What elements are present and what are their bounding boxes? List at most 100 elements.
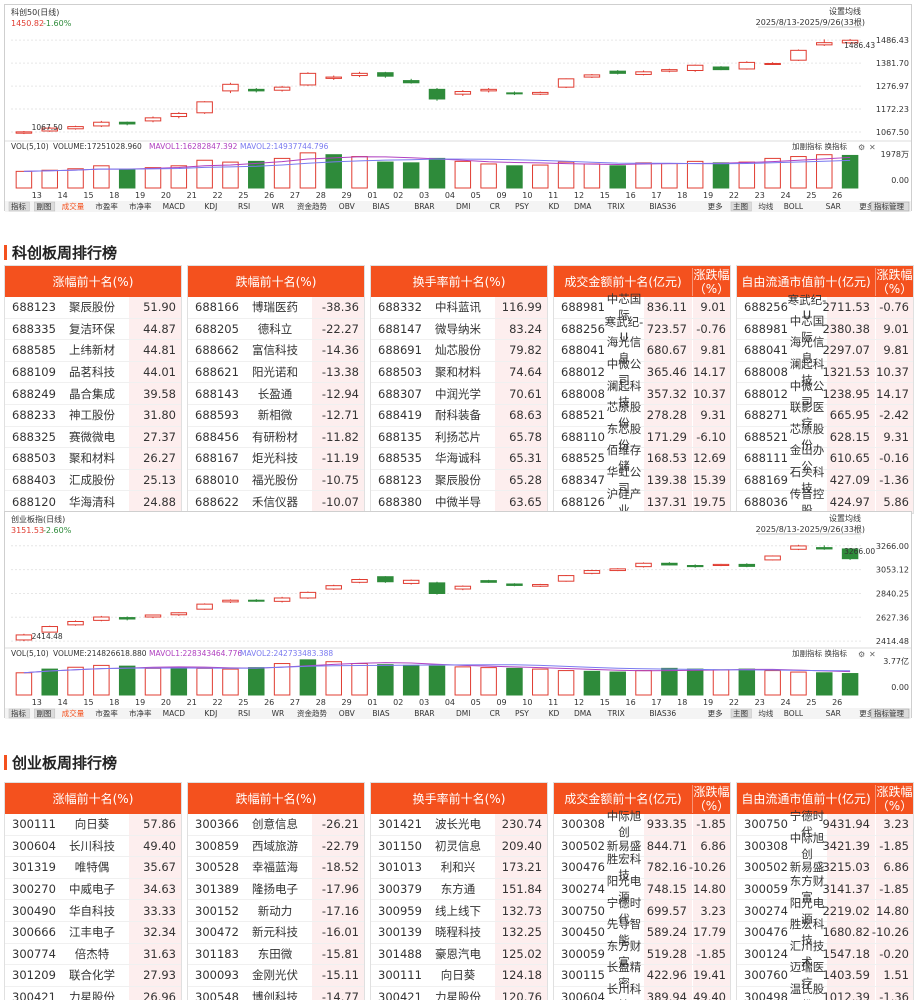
table-row[interactable]: 300959 线上线下 132.73 [371,900,547,922]
table-row[interactable]: 300152 新动力 -17.16 [188,900,364,922]
candle-body[interactable] [144,117,162,122]
table-row[interactable]: 688256 寒武纪-U 2711.53 -0.76 [737,293,913,322]
candle-body[interactable] [93,616,110,621]
table-row[interactable]: 300750 宁德时代 9431.94 3.23 [737,809,913,839]
table-row[interactable]: 300502 新易盛 3215.03 6.86 [737,857,913,879]
table-row[interactable]: 688166 博瑞医药 -38.36 [188,297,364,319]
table-row[interactable]: 688593 新相微 -12.71 [188,404,364,427]
candle-body[interactable] [557,78,575,88]
candle-body[interactable] [273,86,291,91]
table-row[interactable]: 688307 中润光学 70.61 [371,383,547,405]
table-row[interactable]: 300760 迈瑞医疗 1403.59 1.51 [737,960,913,990]
candle-body[interactable] [222,83,239,92]
candle-body[interactable] [583,74,601,78]
table-row[interactable]: 688010 福光股份 -10.75 [188,469,364,492]
table-row[interactable]: 301488 豪恩汽电 125.02 [371,943,547,966]
candle-body[interactable] [67,620,84,626]
table-row[interactable]: 688123 聚辰股份 65.28 [371,469,547,492]
candle-body[interactable] [248,599,265,602]
toolbar-item[interactable]: 市盈率 [95,201,118,211]
vol-indicator-links[interactable]: 加副指标 换指标 [792,141,847,151]
candle-body[interactable] [144,614,162,618]
candle-body[interactable] [686,64,704,72]
table-row[interactable]: 300750 宁德时代 699.57 3.23 [554,896,730,926]
toolbar-item[interactable]: 指标 [11,201,26,211]
gear-icon[interactable]: ⚙ [858,650,865,659]
toolbar-item[interactable]: 副图 [36,709,51,718]
table-row[interactable]: 688981 中芯国际 836.11 9.01 [554,292,730,322]
table-row[interactable]: 688126 沪硅产业 137.31 19.75 [554,487,730,517]
toolbar-item[interactable]: SAR [826,709,841,718]
candle-body[interactable] [222,599,239,603]
candle-body[interactable] [299,591,317,599]
toolbar-item[interactable]: TRIX [607,709,625,718]
candle-body[interactable] [325,76,342,79]
table-row[interactable]: 300528 幸福蓝海 -18.52 [188,857,364,879]
toolbar-item[interactable]: WR [272,202,285,211]
toolbar-item[interactable]: BOLL [784,709,804,718]
toolbar-item[interactable]: OBV [339,709,356,718]
table-row[interactable]: 688347 华虹公司 139.38 15.39 [554,465,730,495]
candle-body[interactable] [609,568,626,572]
table-row[interactable]: 300270 中威电子 34.63 [5,878,181,901]
table-row[interactable]: 688249 晶合集成 39.58 [5,383,181,405]
candle-body[interactable] [170,112,188,118]
candle-body[interactable] [532,91,549,95]
table-row[interactable]: 688981 中芯国际 2380.38 9.01 [737,314,913,344]
toolbar-item[interactable]: 指标 [11,708,26,718]
candle-body[interactable] [428,88,446,100]
table-row[interactable]: 688525 佰维存储 168.53 12.69 [554,443,730,473]
table-row[interactable]: 688621 阳光诺和 -13.38 [188,361,364,384]
toolbar-item[interactable]: 更多 [708,201,723,211]
candle-body[interactable] [351,579,368,583]
toolbar-item[interactable]: 副图 [36,202,51,211]
table-row[interactable]: 300774 倍杰特 31.63 [5,943,181,966]
toolbar-item[interactable]: 资金趋势 [297,708,327,718]
candle-body[interactable] [325,585,342,590]
table-row[interactable]: 300059 东方财富 3141.37 -1.85 [737,874,913,904]
toolbar-item[interactable]: WR [272,709,285,718]
candle-body[interactable] [41,127,58,132]
toolbar-item[interactable]: RSI [238,709,250,718]
table-row[interactable]: 688585 上纬新材 44.81 [5,340,181,362]
toolbar-item[interactable]: KD [549,202,560,211]
candle-body[interactable] [480,580,497,583]
table-row[interactable]: 688143 长盈通 -12.94 [188,383,364,405]
table-row[interactable]: 688521 芯原股份 628.15 9.31 [737,422,913,452]
candle-body[interactable] [273,597,291,602]
table-row[interactable]: 688120 华海清科 24.88 [5,491,181,513]
table-row[interactable]: 300111 向日葵 124.18 [371,965,547,987]
candle-body[interactable] [15,131,33,134]
candle-body[interactable] [299,72,317,86]
candle-body[interactable] [196,603,213,610]
toolbar-item[interactable]: 市净率 [129,201,152,211]
table-row[interactable]: 300450 先导智能 589.24 17.79 [554,917,730,947]
candle-body[interactable] [118,617,136,620]
toolbar-item[interactable]: 更多 [708,708,723,718]
toolbar-item[interactable]: 市盈率 [95,708,118,718]
candlestick-chart-kc50[interactable]: 科创50(日线) 1450.82-1.60% 设置均线2025/8/13-2025/… [5,5,911,212]
toolbar-item[interactable]: 资金趋势 [297,201,327,211]
settings-ma-link[interactable]: 设置均线 [829,6,861,16]
table-row[interactable]: 688335 复洁环保 44.87 [5,318,181,341]
candlestick-chart-cyb[interactable]: 创业板指(日线) 3151.53-2.60% 设置均线2025/8/13-2025/… [5,512,911,719]
toolbar-item[interactable]: BIAS36 [649,202,676,211]
table-row[interactable]: 688109 品茗科技 44.01 [5,361,181,384]
candle-body[interactable] [609,70,626,74]
toolbar-item[interactable]: RSI [238,202,250,211]
settings-ma-link[interactable]: 设置均线 [829,513,861,523]
table-row[interactable]: 300308 中际旭创 3421.39 -1.85 [737,831,913,861]
table-row[interactable]: 301150 初灵信息 209.40 [371,835,547,858]
candle-body[interactable] [67,126,84,130]
toolbar-item[interactable]: PSY [515,709,529,718]
table-row[interactable]: 688233 神工股份 31.80 [5,404,181,427]
toolbar-item[interactable]: DMA [574,202,592,211]
toolbar-item[interactable]: MACD [163,709,186,718]
candle-body[interactable] [506,583,523,586]
candle-body[interactable] [841,39,859,44]
toolbar-item[interactable]: SAR [826,202,841,211]
table-row[interactable]: 300498温氏股份1012.39-1.36 [737,982,913,1000]
toolbar-item[interactable]: CR [490,202,500,211]
table-row[interactable]: 688169 石头科技 427.09 -1.36 [737,465,913,495]
